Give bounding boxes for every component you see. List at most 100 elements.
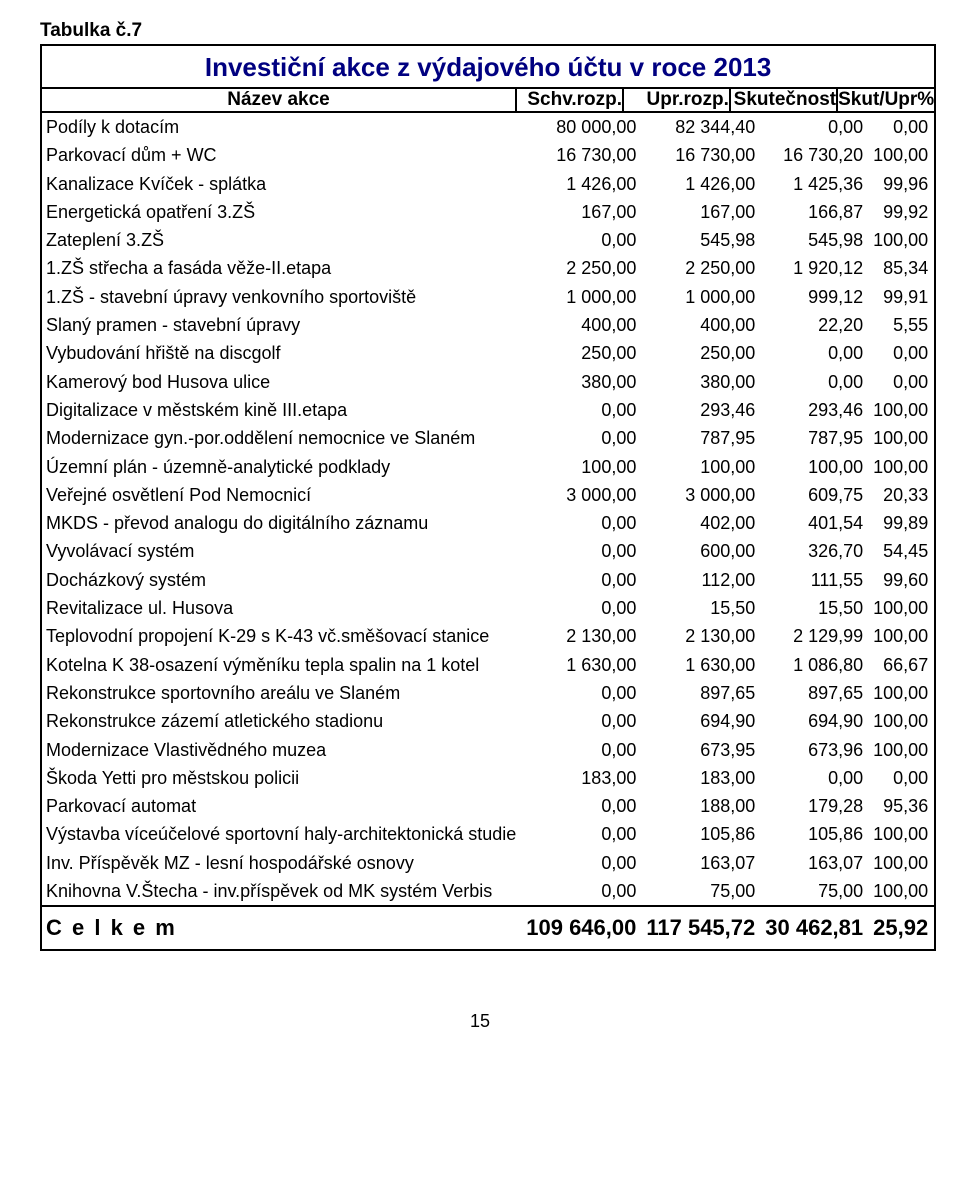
row-name: Revitalizace ul. Husova bbox=[42, 594, 522, 622]
row-c2: 82 344,40 bbox=[642, 113, 761, 141]
table-row: 1.ZŠ střecha a fasáda věže-II.etapa2 250… bbox=[42, 254, 934, 282]
col-header-pct: Skut/Upr% bbox=[837, 88, 935, 112]
row-c4: 100,00 bbox=[869, 141, 934, 169]
table-title: Investiční akce z výdajového účtu v roce… bbox=[42, 46, 934, 87]
row-c3: 0,00 bbox=[761, 339, 869, 367]
row-c3: 2 129,99 bbox=[761, 622, 869, 650]
total-c3: 30 462,81 bbox=[761, 906, 869, 949]
row-c2: 183,00 bbox=[642, 764, 761, 792]
row-name: Zateplení 3.ZŠ bbox=[42, 226, 522, 254]
row-c1: 0,00 bbox=[522, 537, 642, 565]
table-row: Vyvolávací systém0,00600,00326,7054,45 bbox=[42, 537, 934, 565]
row-c4: 100,00 bbox=[869, 594, 934, 622]
table-body: Podíly k dotacím80 000,0082 344,400,000,… bbox=[42, 113, 934, 949]
row-c2: 897,65 bbox=[642, 679, 761, 707]
row-c2: 380,00 bbox=[642, 368, 761, 396]
row-name: MKDS - převod analogu do digitálního záz… bbox=[42, 509, 522, 537]
table-row: Kotelna K 38-osazení výměníku tepla spal… bbox=[42, 651, 934, 679]
row-c2: 2 130,00 bbox=[642, 622, 761, 650]
row-name: Digitalizace v městském kině III.etapa bbox=[42, 396, 522, 424]
row-c4: 99,89 bbox=[869, 509, 934, 537]
table-row: Teplovodní propojení K-29 s K-43 vč.směš… bbox=[42, 622, 934, 650]
row-c1: 0,00 bbox=[522, 396, 642, 424]
row-c3: 401,54 bbox=[761, 509, 869, 537]
row-name: Škoda Yetti pro městskou policii bbox=[42, 764, 522, 792]
row-c1: 2 250,00 bbox=[522, 254, 642, 282]
row-c1: 0,00 bbox=[522, 424, 642, 452]
table-row: Škoda Yetti pro městskou policii183,0018… bbox=[42, 764, 934, 792]
row-name: Kotelna K 38-osazení výměníku tepla spal… bbox=[42, 651, 522, 679]
row-c4: 85,34 bbox=[869, 254, 934, 282]
row-name: Docházkový systém bbox=[42, 566, 522, 594]
row-c4: 99,96 bbox=[869, 170, 934, 198]
row-name: Slaný pramen - stavební úpravy bbox=[42, 311, 522, 339]
row-c3: 22,20 bbox=[761, 311, 869, 339]
row-c3: 0,00 bbox=[761, 764, 869, 792]
row-c1: 0,00 bbox=[522, 707, 642, 735]
row-c3: 75,00 bbox=[761, 877, 869, 906]
row-name: Kanalizace Kvíček - splátka bbox=[42, 170, 522, 198]
row-c3: 545,98 bbox=[761, 226, 869, 254]
row-c4: 100,00 bbox=[869, 820, 934, 848]
row-c4: 100,00 bbox=[869, 849, 934, 877]
row-c4: 95,36 bbox=[869, 792, 934, 820]
table-header-row: Název akce Schv.rozp. Upr.rozp. Skutečno… bbox=[41, 88, 935, 112]
row-c1: 3 000,00 bbox=[522, 481, 642, 509]
row-c2: 402,00 bbox=[642, 509, 761, 537]
row-c2: 673,95 bbox=[642, 736, 761, 764]
row-c1: 0,00 bbox=[522, 509, 642, 537]
total-c2: 117 545,72 bbox=[642, 906, 761, 949]
row-c2: 1 000,00 bbox=[642, 283, 761, 311]
row-c1: 0,00 bbox=[522, 594, 642, 622]
row-c3: 673,96 bbox=[761, 736, 869, 764]
table-row: Docházkový systém0,00112,00111,5599,60 bbox=[42, 566, 934, 594]
row-c4: 100,00 bbox=[869, 622, 934, 650]
row-c3: 694,90 bbox=[761, 707, 869, 735]
table-row: Výstavba víceúčelové sportovní haly-arch… bbox=[42, 820, 934, 848]
row-c1: 0,00 bbox=[522, 820, 642, 848]
row-c2: 600,00 bbox=[642, 537, 761, 565]
row-c3: 100,00 bbox=[761, 453, 869, 481]
row-name: Výstavba víceúčelové sportovní haly-arch… bbox=[42, 820, 522, 848]
row-c4: 100,00 bbox=[869, 707, 934, 735]
col-header-upr: Upr.rozp. bbox=[623, 88, 730, 112]
row-c2: 15,50 bbox=[642, 594, 761, 622]
row-c1: 380,00 bbox=[522, 368, 642, 396]
row-c2: 545,98 bbox=[642, 226, 761, 254]
table-row: Digitalizace v městském kině III.etapa0,… bbox=[42, 396, 934, 424]
row-c2: 293,46 bbox=[642, 396, 761, 424]
row-name: Teplovodní propojení K-29 s K-43 vč.směš… bbox=[42, 622, 522, 650]
row-c4: 100,00 bbox=[869, 877, 934, 906]
table-row: Veřejné osvětlení Pod Nemocnicí3 000,003… bbox=[42, 481, 934, 509]
row-c3: 0,00 bbox=[761, 368, 869, 396]
table-row: MKDS - převod analogu do digitálního záz… bbox=[42, 509, 934, 537]
table-row: Zateplení 3.ZŠ0,00545,98545,98100,00 bbox=[42, 226, 934, 254]
row-c2: 112,00 bbox=[642, 566, 761, 594]
row-c4: 0,00 bbox=[869, 368, 934, 396]
page: Tabulka č.7 Investiční akce z výdajového… bbox=[0, 0, 960, 1072]
row-c2: 75,00 bbox=[642, 877, 761, 906]
row-c3: 16 730,20 bbox=[761, 141, 869, 169]
row-c3: 326,70 bbox=[761, 537, 869, 565]
row-c1: 2 130,00 bbox=[522, 622, 642, 650]
row-c1: 0,00 bbox=[522, 736, 642, 764]
row-c1: 80 000,00 bbox=[522, 113, 642, 141]
row-c3: 166,87 bbox=[761, 198, 869, 226]
row-c2: 100,00 bbox=[642, 453, 761, 481]
row-c3: 293,46 bbox=[761, 396, 869, 424]
row-name: Veřejné osvětlení Pod Nemocnicí bbox=[42, 481, 522, 509]
table-total-row: C e l k e m 109 646,00 117 545,72 30 462… bbox=[42, 906, 934, 949]
row-c4: 99,92 bbox=[869, 198, 934, 226]
col-header-name: Název akce bbox=[41, 88, 516, 112]
row-name: Energetická opatření 3.ZŠ bbox=[42, 198, 522, 226]
row-name: Inv. Příspěvěk MZ - lesní hospodářské os… bbox=[42, 849, 522, 877]
row-c2: 400,00 bbox=[642, 311, 761, 339]
row-c4: 100,00 bbox=[869, 424, 934, 452]
row-c1: 400,00 bbox=[522, 311, 642, 339]
row-c2: 694,90 bbox=[642, 707, 761, 735]
row-name: Modernizace Vlastivědného muzea bbox=[42, 736, 522, 764]
row-c3: 999,12 bbox=[761, 283, 869, 311]
table-row: Územní plán - územně-analytické podklady… bbox=[42, 453, 934, 481]
row-c4: 100,00 bbox=[869, 679, 934, 707]
table-row: Kanalizace Kvíček - splátka1 426,001 426… bbox=[42, 170, 934, 198]
